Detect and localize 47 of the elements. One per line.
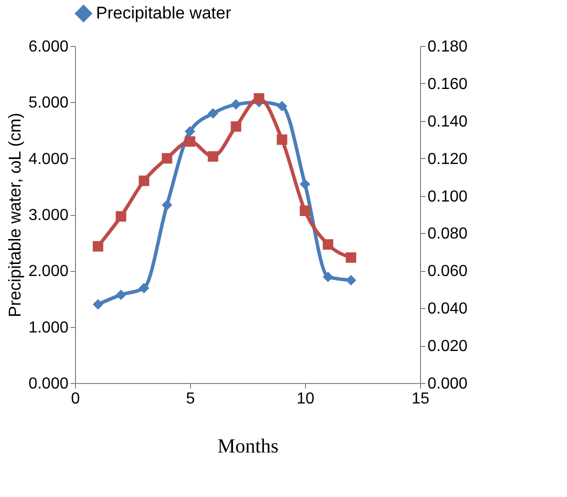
point [92, 241, 104, 252]
y-tick-label: 0.000 [28, 376, 69, 392]
y2-tick-label: 0.160 [428, 76, 468, 93]
y2-tick-label: 0.040 [428, 300, 468, 318]
y-tick-label: 6.000 [28, 38, 69, 56]
point [230, 99, 242, 110]
point [184, 126, 196, 137]
point [346, 252, 356, 263]
point [116, 211, 126, 222]
x-tick-label: 0 [71, 390, 80, 408]
point [276, 134, 288, 145]
point [230, 121, 242, 132]
point [346, 274, 356, 286]
point [208, 151, 218, 162]
point [138, 176, 150, 186]
point [184, 136, 196, 147]
point [322, 272, 334, 282]
point [116, 290, 126, 300]
y-tick-label: 3.000 [28, 207, 69, 224]
y2-tick-label: 0.020 [428, 338, 468, 356]
y-tick-label: 2.000 [28, 263, 69, 280]
y2-tick-label: 0.080 [428, 226, 468, 243]
x-tick-label: 15 [412, 390, 430, 408]
point [92, 299, 104, 310]
y2-tick-label: 0.060 [428, 263, 468, 280]
point [300, 206, 310, 216]
point [254, 93, 264, 104]
y2-tick-label: 0.140 [428, 113, 468, 130]
y2-tick-label: 0.180 [428, 38, 468, 56]
point [276, 100, 288, 112]
y-tick-label: 1.000 [28, 319, 69, 336]
y-axis-title: Precipitable water, ωL (cm) [5, 112, 24, 318]
y2-tick-label: 0.000 [428, 376, 468, 392]
point [300, 178, 310, 190]
y-tick-label: 5.000 [28, 94, 69, 112]
point [208, 108, 218, 119]
point [162, 153, 172, 164]
y2-tick-label: 0.120 [428, 150, 468, 168]
x-tick-label: 10 [296, 390, 314, 408]
point [162, 200, 172, 210]
x-tick-label: 5 [186, 390, 196, 408]
point [322, 239, 334, 250]
point [138, 282, 150, 294]
y-tick-label: 4.000 [28, 150, 69, 168]
legend-label: Precipitable water [96, 4, 232, 22]
x-axis-title: Months [217, 436, 279, 458]
y2-tick-label: 0.100 [428, 188, 468, 206]
